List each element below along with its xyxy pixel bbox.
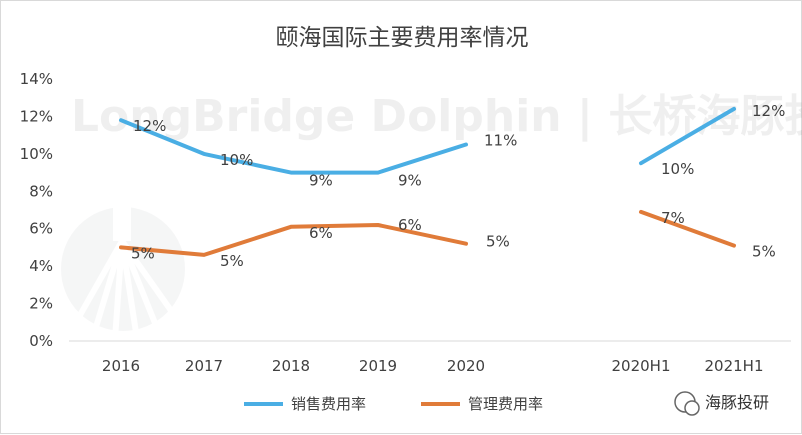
data-label: 12%	[133, 117, 166, 135]
footer-brand-text: 海豚投研	[705, 393, 769, 412]
y-tick-label: 2%	[29, 295, 53, 313]
x-tick-label: 2017	[185, 357, 223, 375]
y-tick-label: 6%	[29, 220, 53, 238]
data-label: 12%	[752, 102, 785, 120]
data-label: 9%	[309, 172, 333, 190]
data-label: 9%	[398, 172, 422, 190]
x-tick-label: 2016	[102, 357, 140, 375]
x-tick-label: 2020H1	[612, 357, 671, 375]
y-tick-label: 4%	[29, 257, 53, 275]
watermark-logo	[61, 197, 185, 339]
legend-label-sales: 销售费用率	[291, 395, 366, 413]
y-tick-label: 14%	[20, 70, 53, 88]
series-line-admin	[641, 212, 734, 246]
footer-brand: 海豚投研	[675, 392, 769, 415]
data-label: 5%	[486, 233, 510, 251]
x-tick-label: 2021H1	[705, 357, 764, 375]
wechat-icon-bubble	[685, 401, 699, 415]
data-label: 5%	[131, 244, 155, 262]
y-tick-label: 0%	[29, 332, 53, 350]
x-tick-label: 2019	[359, 357, 397, 375]
data-label: 5%	[220, 252, 244, 270]
legend-label-admin: 管理费用率	[468, 395, 543, 413]
data-label: 6%	[398, 216, 422, 234]
y-axis: 0% 2% 4% 6% 8% 10% 12% 14%	[20, 70, 53, 350]
x-tick-label: 2020	[447, 357, 485, 375]
x-tick-label: 2018	[272, 357, 310, 375]
data-label: 10%	[661, 160, 694, 178]
data-label: 5%	[752, 243, 776, 261]
data-label: 11%	[484, 132, 517, 150]
legend: 销售费用率 管理费用率	[244, 395, 543, 413]
y-tick-label: 10%	[20, 145, 53, 163]
data-label: 6%	[309, 224, 333, 242]
data-label: 7%	[661, 209, 685, 227]
chart-title: 颐海国际主要费用率情况	[276, 25, 529, 51]
y-tick-label: 8%	[29, 182, 53, 200]
x-axis: 2016 2017 2018 2019 2020 2020H1 2021H1	[102, 357, 764, 375]
y-tick-label: 12%	[20, 107, 53, 125]
data-label: 10%	[220, 151, 253, 169]
